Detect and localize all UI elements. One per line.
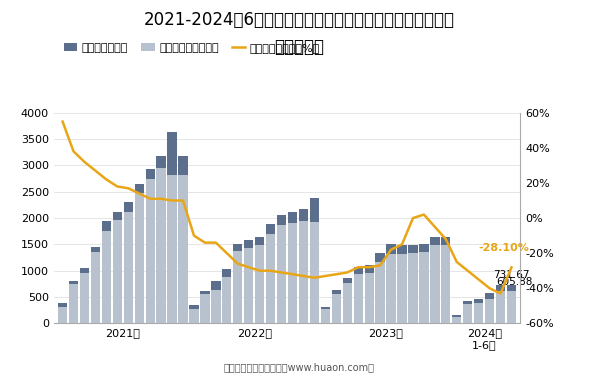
Bar (277, 225, 286, 323)
Bar (157, 168, 166, 323)
Bar (343, 284, 352, 323)
Bar (386, 255, 396, 323)
Bar (353, 267, 363, 323)
Bar (178, 156, 188, 323)
Bar (288, 212, 297, 323)
Bar (80, 273, 89, 323)
Bar (112, 220, 122, 323)
Bar (102, 221, 111, 323)
Bar (496, 285, 505, 323)
Bar (376, 253, 385, 323)
Bar (408, 246, 417, 323)
Bar (430, 245, 440, 323)
Bar (288, 223, 297, 323)
Bar (299, 221, 308, 323)
Bar (485, 299, 495, 323)
Bar (91, 247, 100, 323)
Bar (353, 274, 363, 323)
Bar (112, 212, 122, 323)
Bar (244, 247, 254, 323)
Bar (167, 132, 177, 323)
Bar (190, 309, 199, 323)
Bar (299, 209, 308, 323)
Bar (507, 291, 516, 323)
Text: 731.67: 731.67 (493, 270, 530, 280)
Bar (441, 246, 450, 323)
Bar (321, 309, 330, 323)
Bar (397, 254, 407, 323)
Bar (365, 273, 374, 323)
Bar (463, 305, 472, 323)
Bar (463, 301, 472, 323)
Bar (376, 262, 385, 323)
Bar (474, 299, 483, 323)
Bar (365, 265, 374, 323)
Bar (178, 175, 188, 323)
Bar (233, 244, 242, 323)
Bar (222, 268, 231, 323)
Bar (474, 303, 483, 323)
Bar (321, 306, 330, 323)
Bar (419, 252, 429, 323)
Bar (69, 284, 78, 323)
Bar (255, 245, 264, 323)
Bar (135, 193, 144, 323)
Bar (157, 156, 166, 323)
Bar (507, 285, 516, 323)
Bar (332, 294, 341, 323)
Bar (386, 244, 396, 323)
Text: 2021-2024年6月广西壮族自治区房地产商品住宅及商品住宅: 2021-2024年6月广西壮族自治区房地产商品住宅及商品住宅 (144, 11, 454, 29)
Bar (211, 281, 221, 323)
Text: 制图：华经产业研究院（www.huaon.com）: 制图：华经产业研究院（www.huaon.com） (224, 362, 374, 372)
Bar (233, 251, 242, 323)
Bar (441, 237, 450, 323)
Bar (266, 234, 275, 323)
Bar (343, 277, 352, 323)
Bar (80, 268, 89, 323)
Bar (452, 317, 462, 323)
Bar (277, 215, 286, 323)
Bar (102, 231, 111, 323)
Bar (58, 303, 67, 323)
Bar (485, 293, 495, 323)
Bar (332, 290, 341, 323)
Bar (255, 237, 264, 323)
Bar (211, 290, 221, 323)
Bar (397, 245, 407, 323)
Bar (200, 291, 209, 323)
Bar (58, 306, 67, 323)
Bar (244, 240, 254, 323)
Bar (310, 222, 319, 323)
Text: 605.88: 605.88 (496, 277, 533, 287)
Text: -28.10%: -28.10% (478, 243, 529, 253)
Bar (222, 276, 231, 323)
Bar (124, 212, 133, 323)
Bar (167, 175, 177, 323)
Legend: 商品房（亿元）, 商品房住宅（亿元）, 商品房销售增速（%）: 商品房（亿元）, 商品房住宅（亿元）, 商品房销售增速（%） (59, 38, 325, 57)
Text: 现房销售额: 现房销售额 (274, 38, 324, 56)
Bar (200, 294, 209, 323)
Bar (452, 315, 462, 323)
Bar (266, 224, 275, 323)
Bar (69, 281, 78, 323)
Bar (135, 184, 144, 323)
Bar (408, 253, 417, 323)
Bar (124, 202, 133, 323)
Bar (419, 244, 429, 323)
Bar (430, 237, 440, 323)
Bar (145, 169, 155, 323)
Bar (496, 291, 505, 323)
Bar (145, 179, 155, 323)
Bar (310, 198, 319, 323)
Bar (91, 252, 100, 323)
Bar (190, 305, 199, 323)
